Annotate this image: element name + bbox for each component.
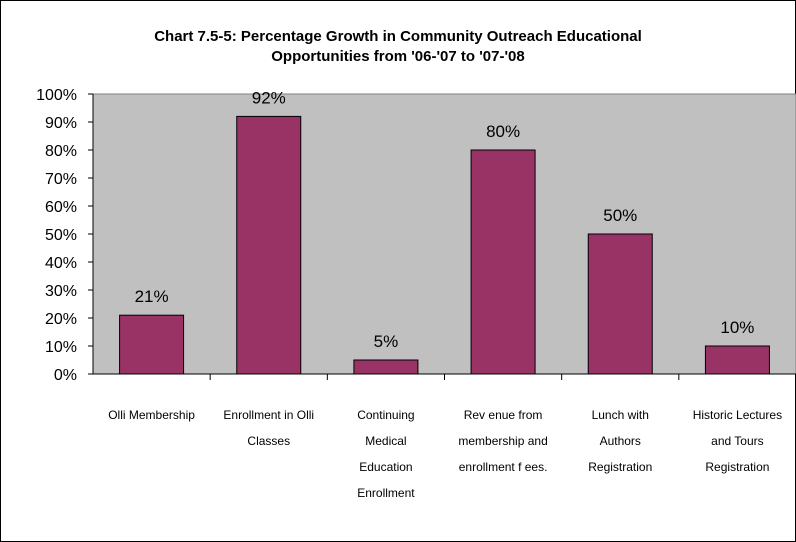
x-category-label: Olli Membership	[108, 408, 195, 422]
x-category-label: enrollment f ees.	[459, 460, 548, 474]
bar	[705, 346, 769, 374]
y-tick-label: 60%	[45, 199, 77, 216]
bar	[471, 150, 535, 374]
x-category-label: Education	[359, 460, 412, 474]
x-category-label: Enrollment in Olli	[223, 408, 314, 422]
data-label: 5%	[374, 332, 399, 351]
x-category-label: Classes	[247, 434, 290, 448]
y-tick-label: 0%	[54, 367, 77, 384]
x-category-label: Lunch with	[592, 408, 649, 422]
x-category-label: Registration	[705, 460, 769, 474]
chart-title-line: Chart 7.5-5: Percentage Growth in Commun…	[154, 28, 642, 45]
bar	[237, 116, 301, 374]
y-tick-label: 20%	[45, 311, 77, 328]
data-label: 21%	[135, 287, 169, 306]
y-tick-label: 100%	[36, 87, 77, 104]
chart-title-line: Opportunities from '06-'07 to '07-'08	[271, 48, 524, 65]
bar	[588, 234, 652, 374]
y-tick-label: 80%	[45, 143, 77, 160]
x-category-label: Continuing	[357, 408, 414, 422]
x-category-label: and Tours	[711, 434, 763, 448]
x-category-label: Rev enue from	[464, 408, 543, 422]
y-tick-label: 50%	[45, 227, 77, 244]
y-tick-label: 40%	[45, 255, 77, 272]
x-category-label: Historic Lectures	[693, 408, 782, 422]
x-category-label: Authors	[600, 434, 641, 448]
y-tick-label: 90%	[45, 115, 77, 132]
y-tick-label: 30%	[45, 283, 77, 300]
x-category-label: Medical	[365, 434, 406, 448]
x-category-label: Enrollment	[357, 486, 415, 500]
x-category-label: Registration	[588, 460, 652, 474]
x-category-label: membership and	[458, 434, 547, 448]
bar	[120, 315, 184, 374]
data-label: 10%	[720, 318, 754, 337]
bar	[354, 360, 418, 374]
plot-area	[93, 94, 796, 374]
data-label: 92%	[252, 88, 286, 107]
data-label: 50%	[603, 206, 637, 225]
y-tick-label: 70%	[45, 171, 77, 188]
data-label: 80%	[486, 122, 520, 141]
y-tick-label: 10%	[45, 339, 77, 356]
